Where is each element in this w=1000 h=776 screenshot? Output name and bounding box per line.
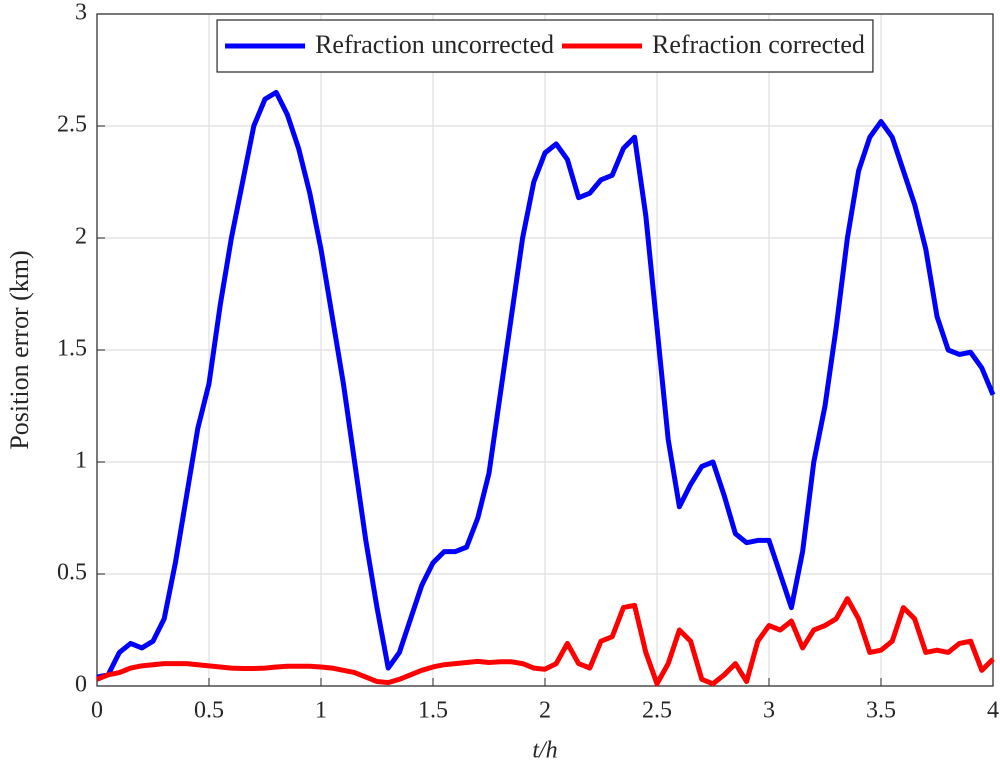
- x-tick-label: 1.5: [418, 698, 448, 724]
- x-axis-label: t/h: [532, 738, 557, 764]
- y-tick-label: 2.5: [57, 112, 87, 138]
- y-tick-label: 1.5: [57, 336, 87, 362]
- x-tick-label: 3: [763, 698, 775, 724]
- x-tick-label: 2: [539, 698, 551, 724]
- x-tick-label: 2.5: [642, 698, 672, 724]
- y-tick-label: 0.5: [57, 560, 87, 586]
- x-tick-label: 4: [987, 698, 999, 724]
- x-tick-label: 3.5: [866, 698, 896, 724]
- data-line: [96, 89, 996, 680]
- legend-label: Refraction uncorrected: [315, 30, 554, 59]
- y-tick-label: 3: [75, 0, 87, 26]
- y-axis-label: Position error (km): [5, 250, 34, 449]
- x-tick-label: 1: [315, 698, 327, 724]
- x-tick-label: 0: [91, 698, 103, 724]
- x-tick-label: 0.5: [194, 698, 224, 724]
- y-tick-label: 1: [75, 448, 87, 474]
- y-tick-label: 0: [75, 672, 87, 698]
- legend-box: [216, 19, 874, 73]
- legend-label: Refraction corrected: [652, 30, 865, 59]
- plot-frame: [96, 13, 994, 687]
- y-tick-label: 2: [75, 224, 87, 250]
- data-line: [96, 596, 995, 687]
